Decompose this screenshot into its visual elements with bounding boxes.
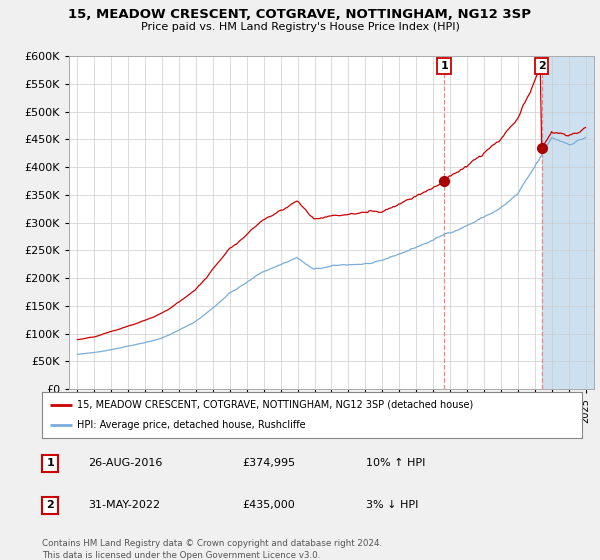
Text: 3% ↓ HPI: 3% ↓ HPI — [366, 501, 418, 510]
Text: 15, MEADOW CRESCENT, COTGRAVE, NOTTINGHAM, NG12 3SP: 15, MEADOW CRESCENT, COTGRAVE, NOTTINGHA… — [68, 8, 532, 21]
Text: HPI: Average price, detached house, Rushcliffe: HPI: Average price, detached house, Rush… — [77, 420, 306, 430]
Text: 26-AUG-2016: 26-AUG-2016 — [88, 459, 162, 468]
Text: £374,995: £374,995 — [242, 459, 295, 468]
Text: Price paid vs. HM Land Registry's House Price Index (HPI): Price paid vs. HM Land Registry's House … — [140, 22, 460, 32]
Text: 1: 1 — [440, 61, 448, 71]
Text: 10% ↑ HPI: 10% ↑ HPI — [366, 459, 425, 468]
Text: £435,000: £435,000 — [242, 501, 295, 510]
Text: 31-MAY-2022: 31-MAY-2022 — [88, 501, 160, 510]
Text: 15, MEADOW CRESCENT, COTGRAVE, NOTTINGHAM, NG12 3SP (detached house): 15, MEADOW CRESCENT, COTGRAVE, NOTTINGHA… — [77, 400, 473, 410]
Text: Contains HM Land Registry data © Crown copyright and database right 2024.
This d: Contains HM Land Registry data © Crown c… — [42, 539, 382, 559]
Text: 2: 2 — [46, 501, 54, 510]
Text: 1: 1 — [46, 459, 54, 468]
Bar — [542, 56, 594, 389]
Text: 2: 2 — [538, 61, 546, 71]
